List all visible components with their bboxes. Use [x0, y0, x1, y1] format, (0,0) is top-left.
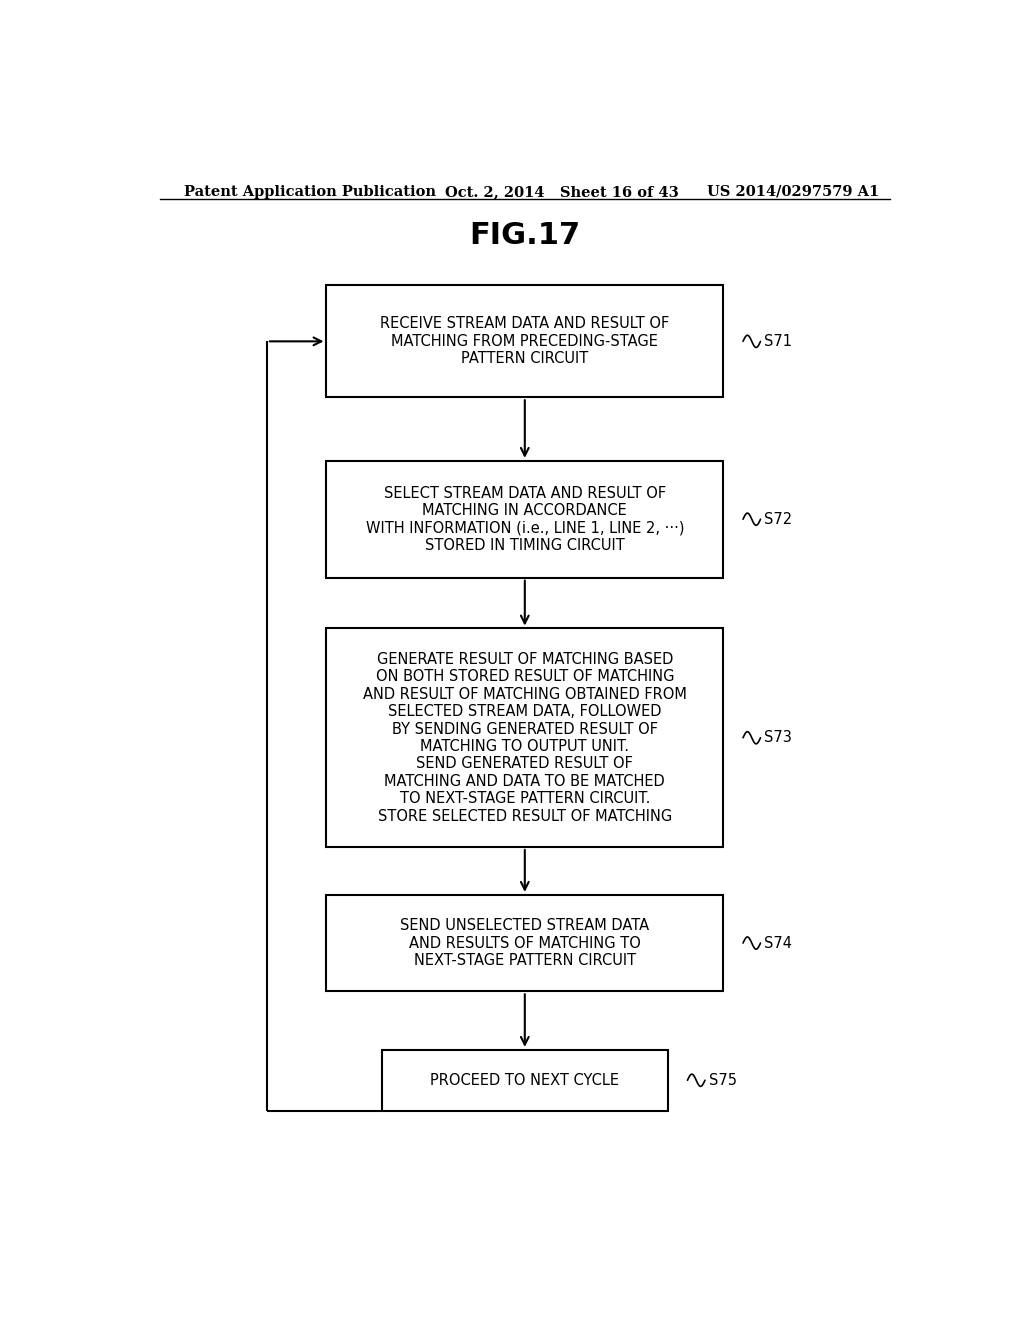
Text: PROCEED TO NEXT CYCLE: PROCEED TO NEXT CYCLE [430, 1073, 620, 1088]
Text: GENERATE RESULT OF MATCHING BASED
ON BOTH STORED RESULT OF MATCHING
AND RESULT O: GENERATE RESULT OF MATCHING BASED ON BOT… [362, 652, 687, 824]
Text: S74: S74 [765, 936, 793, 950]
Text: SEND UNSELECTED STREAM DATA
AND RESULTS OF MATCHING TO
NEXT-STAGE PATTERN CIRCUI: SEND UNSELECTED STREAM DATA AND RESULTS … [400, 919, 649, 968]
Text: SELECT STREAM DATA AND RESULT OF
MATCHING IN ACCORDANCE
WITH INFORMATION (i.e., : SELECT STREAM DATA AND RESULT OF MATCHIN… [366, 486, 684, 553]
Bar [327, 285, 723, 397]
Text: S73: S73 [765, 730, 793, 746]
Text: FIG.17: FIG.17 [469, 222, 581, 251]
Text: S71: S71 [765, 334, 793, 348]
Bar [327, 461, 723, 578]
Bar [327, 628, 723, 847]
Text: US 2014/0297579 A1: US 2014/0297579 A1 [708, 185, 880, 199]
Bar [327, 895, 723, 991]
Text: Oct. 2, 2014   Sheet 16 of 43: Oct. 2, 2014 Sheet 16 of 43 [445, 185, 679, 199]
Text: Patent Application Publication: Patent Application Publication [183, 185, 435, 199]
Text: S72: S72 [765, 512, 793, 527]
Text: S75: S75 [709, 1073, 737, 1088]
Text: RECEIVE STREAM DATA AND RESULT OF
MATCHING FROM PRECEDING-STAGE
PATTERN CIRCUIT: RECEIVE STREAM DATA AND RESULT OF MATCHI… [380, 317, 670, 366]
Bar [382, 1049, 668, 1110]
